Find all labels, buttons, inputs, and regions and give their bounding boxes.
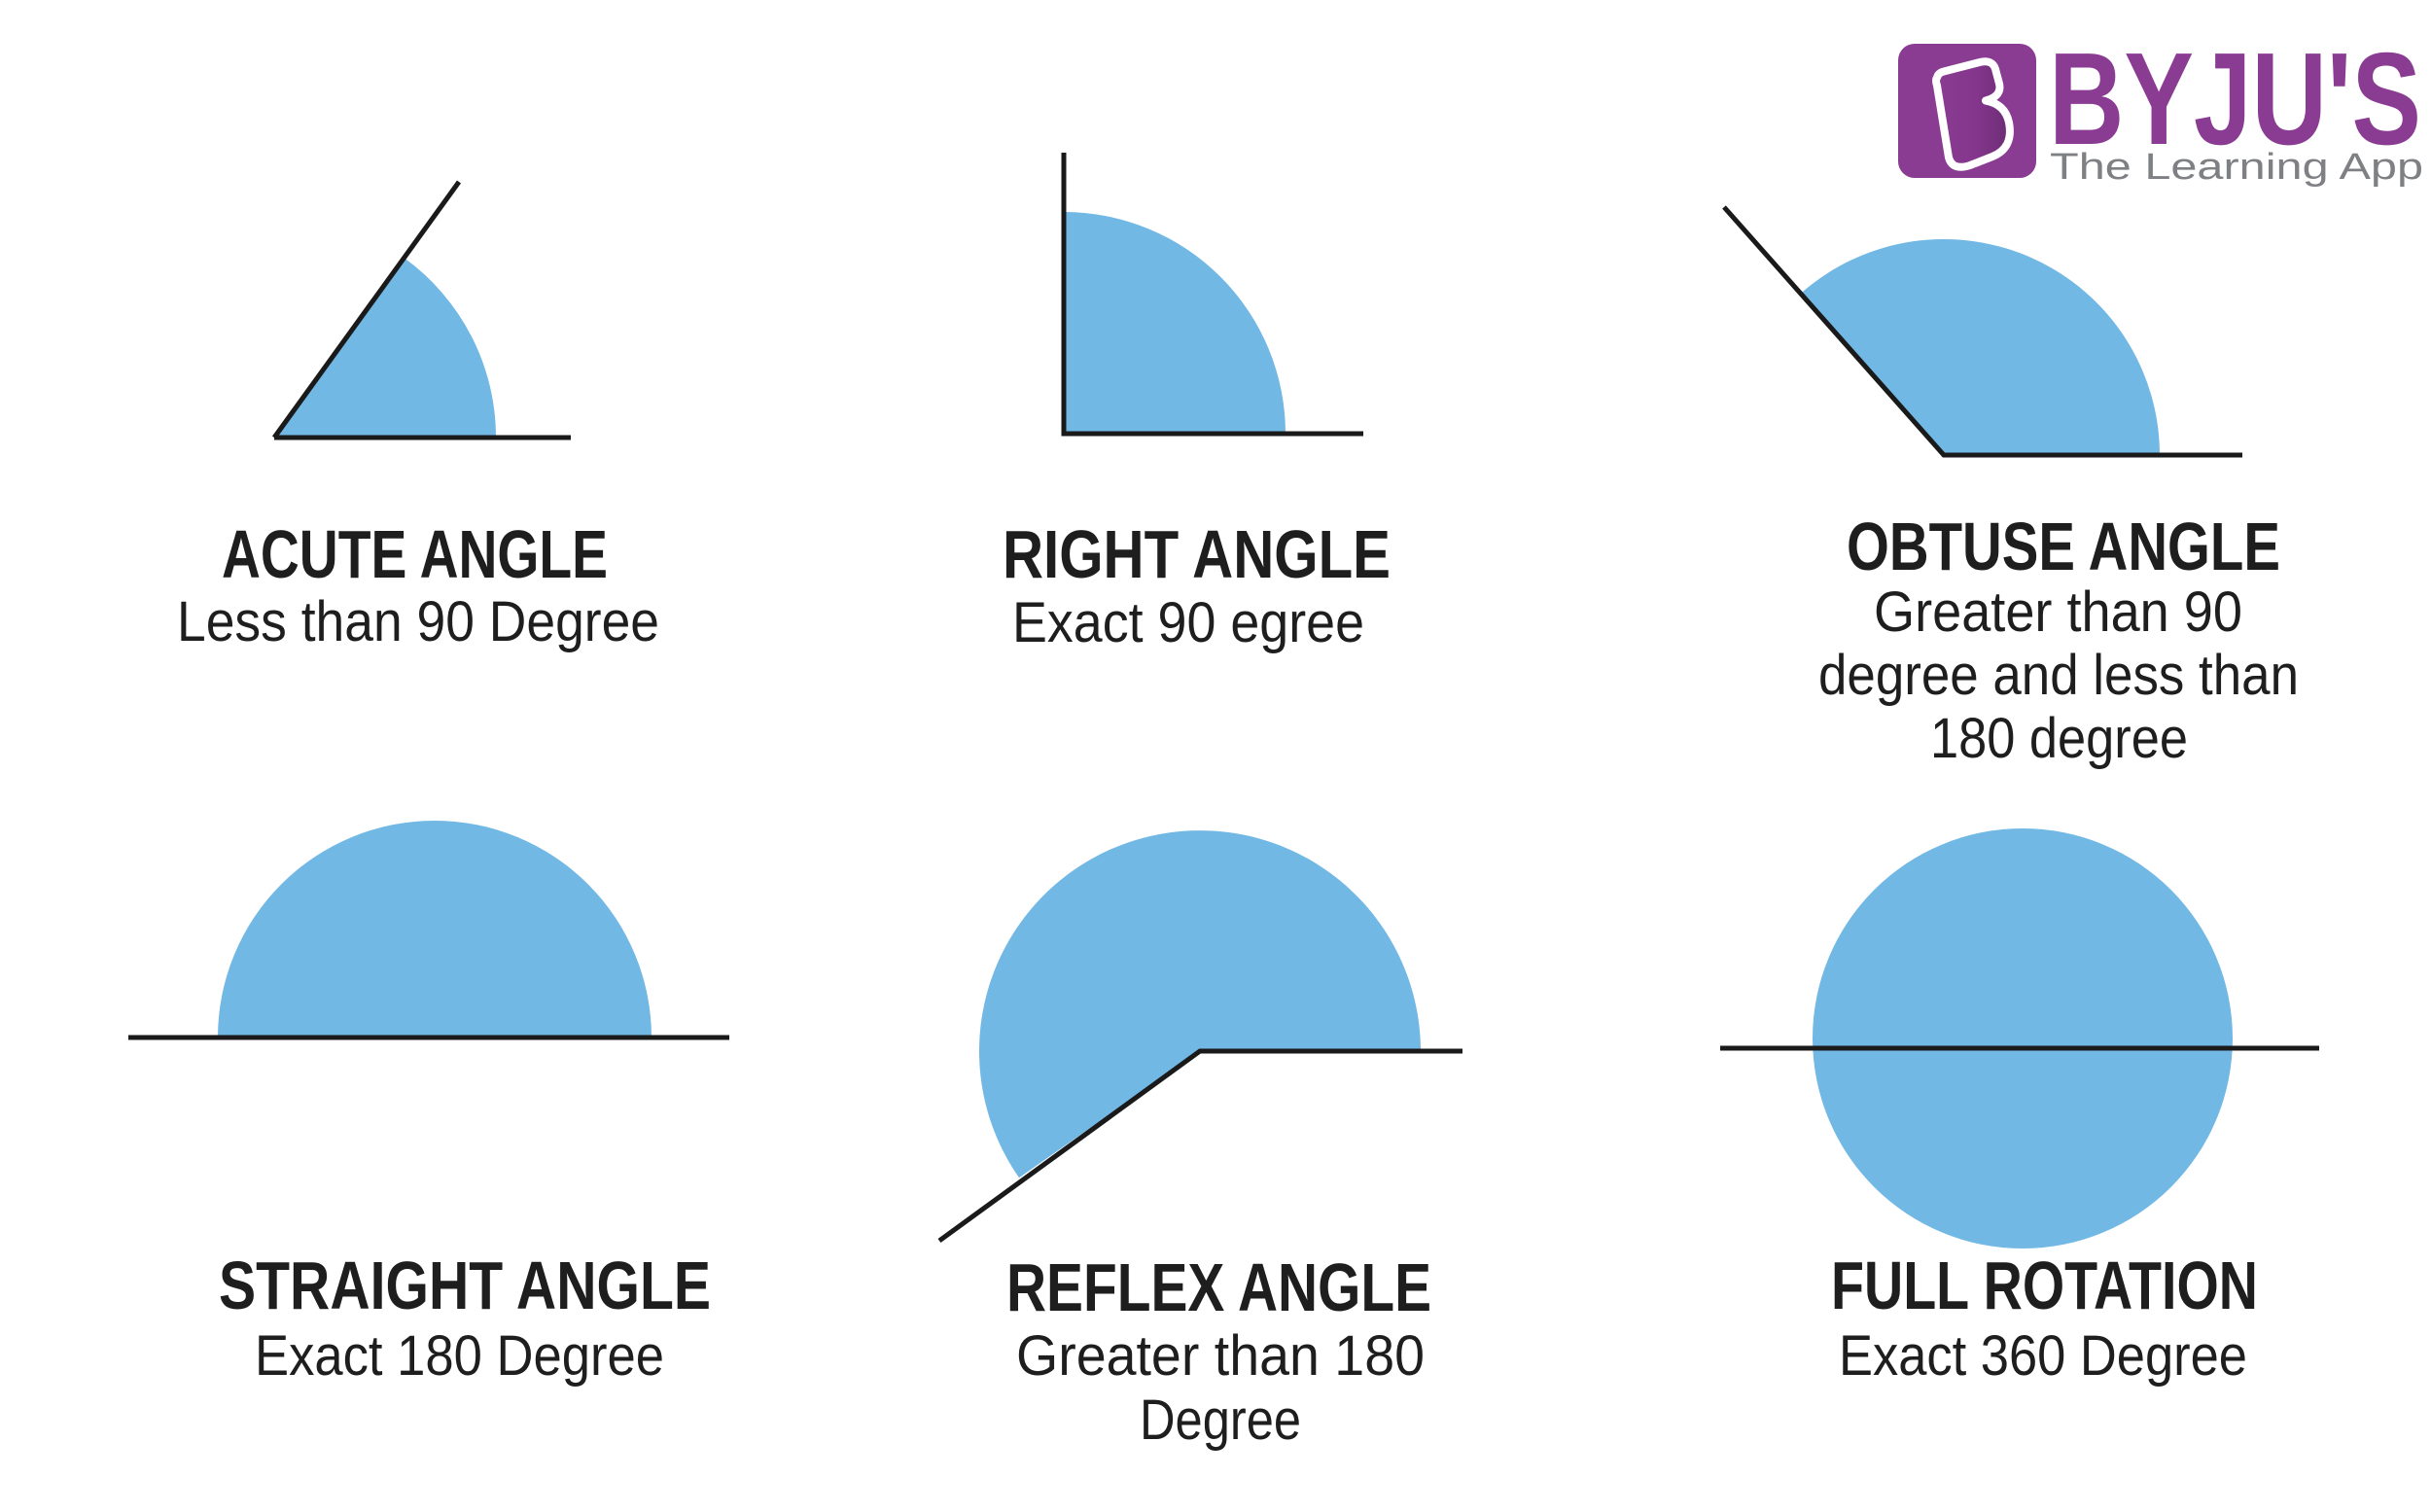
svg-text:Degree: Degree — [1140, 1389, 1301, 1452]
svg-text:Less than 90 Degree: Less than 90 Degree — [177, 590, 659, 653]
svg-text:Greater than 90: Greater than 90 — [1874, 580, 2242, 644]
svg-text:STRAIGHT ANGLE: STRAIGHT ANGLE — [219, 1248, 711, 1323]
svg-text:BYJU'S: BYJU'S — [2049, 25, 2421, 172]
svg-text:RIGHT ANGLE: RIGHT ANGLE — [1003, 516, 1391, 592]
svg-text:Greater than 180: Greater than 180 — [1016, 1324, 1425, 1388]
svg-text:OBTUSE ANGLE: OBTUSE ANGLE — [1847, 509, 2280, 584]
svg-text:Exact 180 Degree: Exact 180 Degree — [255, 1324, 664, 1388]
svg-text:degree and less than: degree and less than — [1818, 644, 2299, 707]
svg-text:REFLEX ANGLE: REFLEX ANGLE — [1006, 1249, 1431, 1325]
svg-text:FULL ROTATION: FULL ROTATION — [1831, 1248, 2258, 1323]
svg-text:Exact 360 Degree: Exact 360 Degree — [1839, 1324, 2247, 1388]
svg-text:Exact 90 egree: Exact 90 egree — [1012, 591, 1364, 654]
svg-text:ACUTE ANGLE: ACUTE ANGLE — [222, 516, 608, 592]
svg-text:The Learning App: The Learning App — [2050, 147, 2423, 188]
svg-text:180 degree: 180 degree — [1930, 707, 2188, 770]
